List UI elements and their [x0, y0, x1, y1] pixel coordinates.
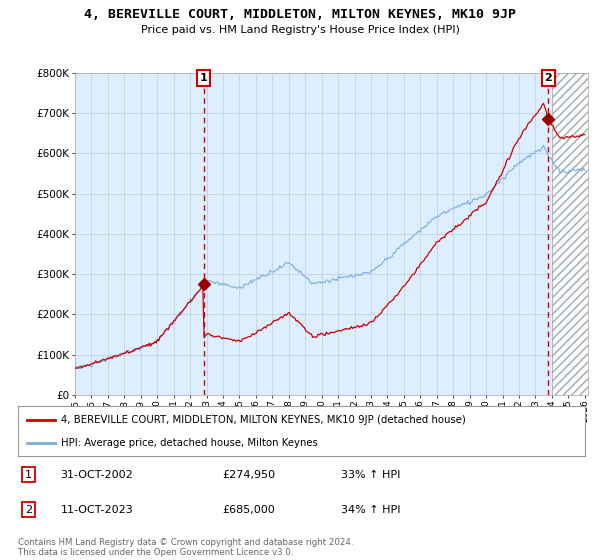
Text: Price paid vs. HM Land Registry's House Price Index (HPI): Price paid vs. HM Land Registry's House …	[140, 25, 460, 35]
Text: 2: 2	[25, 505, 32, 515]
Text: HPI: Average price, detached house, Milton Keynes: HPI: Average price, detached house, Milt…	[61, 438, 317, 448]
Text: 34% ↑ HPI: 34% ↑ HPI	[341, 505, 401, 515]
Bar	[552, 73, 593, 395]
Text: 33% ↑ HPI: 33% ↑ HPI	[341, 470, 401, 479]
Text: 1: 1	[200, 73, 208, 83]
Text: £274,950: £274,950	[222, 470, 275, 479]
Text: 2: 2	[544, 73, 552, 83]
Text: 4, BEREVILLE COURT, MIDDLETON, MILTON KEYNES, MK10 9JP: 4, BEREVILLE COURT, MIDDLETON, MILTON KE…	[84, 8, 516, 21]
Text: Contains HM Land Registry data © Crown copyright and database right 2024.
This d: Contains HM Land Registry data © Crown c…	[18, 538, 353, 557]
Text: £685,000: £685,000	[222, 505, 275, 515]
Text: 1: 1	[25, 470, 32, 479]
Text: 11-OCT-2023: 11-OCT-2023	[61, 505, 133, 515]
Text: 4, BEREVILLE COURT, MIDDLETON, MILTON KEYNES, MK10 9JP (detached house): 4, BEREVILLE COURT, MIDDLETON, MILTON KE…	[61, 414, 466, 424]
Text: 31-OCT-2002: 31-OCT-2002	[61, 470, 133, 479]
